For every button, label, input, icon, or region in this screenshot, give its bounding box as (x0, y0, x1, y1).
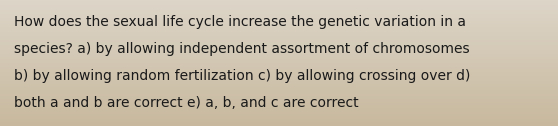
Text: b) by allowing random fertilization c) by allowing crossing over d): b) by allowing random fertilization c) b… (14, 69, 470, 83)
Text: species? a) by allowing independent assortment of chromosomes: species? a) by allowing independent asso… (14, 42, 470, 56)
Text: both a and b are correct e) a, b, and c are correct: both a and b are correct e) a, b, and c … (14, 96, 359, 110)
Text: How does the sexual life cycle increase the genetic variation in a: How does the sexual life cycle increase … (14, 15, 466, 29)
